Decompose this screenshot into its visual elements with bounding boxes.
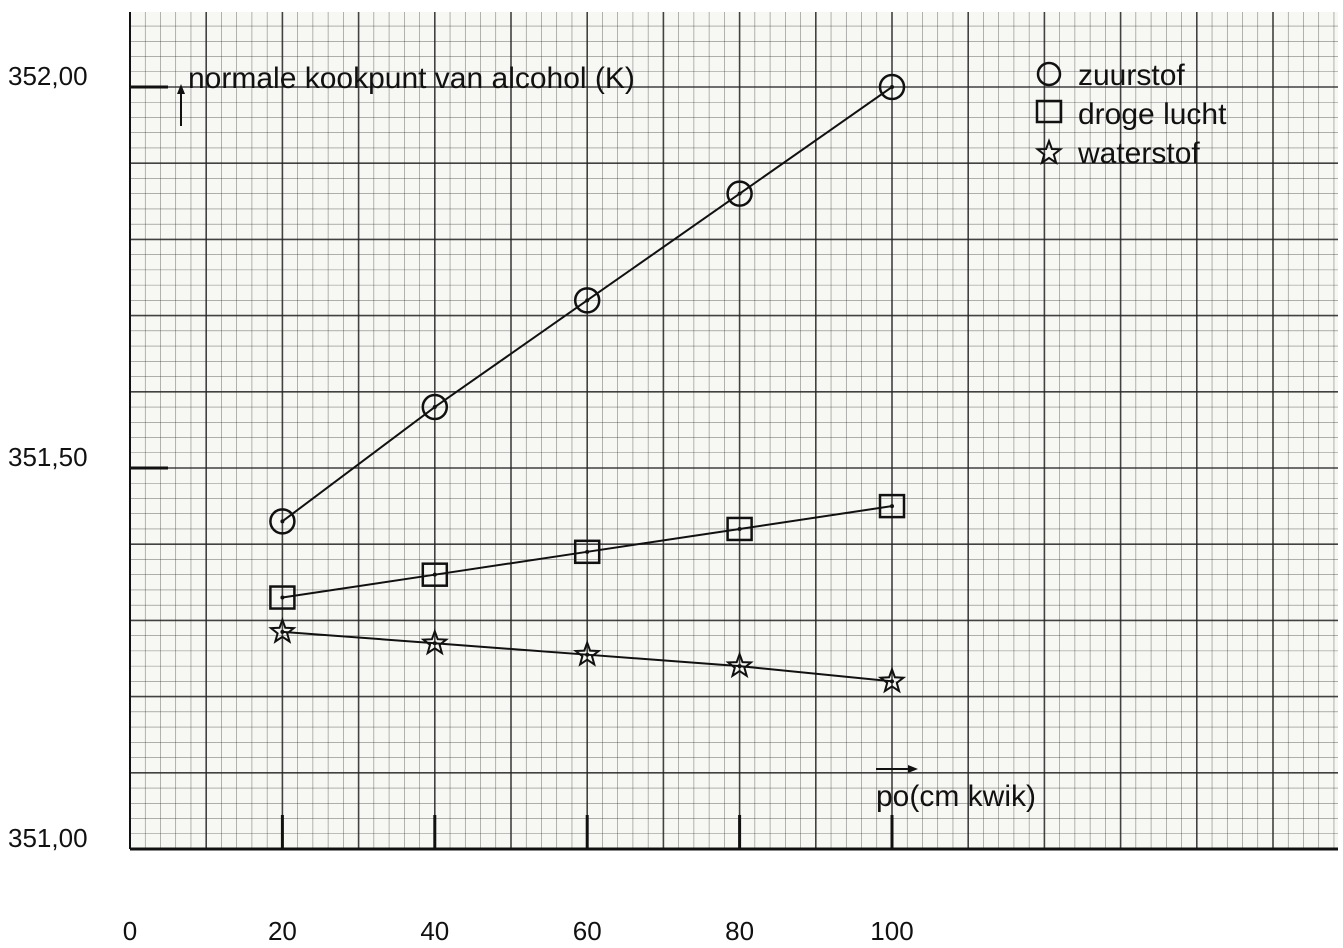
- point-waterstof: [420, 628, 449, 656]
- x-axis-arrowhead: [908, 765, 918, 773]
- point-dot-waterstof: [737, 664, 742, 669]
- legend-label-zuurstof: zuurstof: [1078, 59, 1185, 92]
- x-tick-label: 80: [725, 916, 754, 946]
- point-dot-waterstof: [890, 679, 894, 684]
- point-dot-droge-lucht: [432, 572, 437, 577]
- point-dot-zuurstof: [890, 85, 894, 89]
- y-axis-arrowhead: [177, 84, 185, 94]
- point-dot-zuurstof: [280, 519, 285, 524]
- x-tick-label: 60: [573, 916, 602, 946]
- x-axis-label: po(cm kwik): [876, 780, 1036, 813]
- point-zuurstof: [878, 73, 906, 101]
- y-tick-label: 352,00: [8, 61, 88, 91]
- point-zuurstof: [421, 393, 449, 421]
- legend: zuurstof droge lucht waterstof: [1034, 59, 1227, 170]
- x-tick-label: 40: [420, 916, 449, 946]
- legend-label-waterstof: waterstof: [1077, 137, 1200, 170]
- grid-background: [130, 12, 1338, 849]
- y-axis-label: normale kookpunt van alcohol (K): [188, 62, 635, 95]
- point-dot-droge-lucht: [280, 595, 285, 600]
- x-tick-label: 20: [268, 916, 297, 946]
- legend-label-droge-lucht: droge lucht: [1078, 98, 1227, 131]
- point-zuurstof: [726, 180, 753, 207]
- point-waterstof: [573, 639, 602, 667]
- point-dot-droge-lucht: [585, 549, 590, 554]
- x-tick-label: 0: [123, 916, 137, 946]
- grid: [129, 12, 1338, 850]
- y-tick-label: 351,50: [8, 442, 88, 472]
- point-waterstof: [268, 616, 297, 644]
- point-zuurstof: [573, 287, 601, 314]
- point-zuurstof: [269, 508, 296, 535]
- point-dot-zuurstof: [737, 191, 742, 196]
- point-dot-zuurstof: [432, 405, 437, 410]
- point-droge-lucht: [269, 585, 296, 610]
- legend-star-icon: [1034, 138, 1064, 166]
- series-markers: [268, 73, 907, 694]
- point-dot-zuurstof: [585, 298, 590, 303]
- point-dot-waterstof: [432, 641, 437, 646]
- legend-square-icon: [1035, 99, 1063, 124]
- x-tick-label: 100: [870, 916, 913, 946]
- tick-labels: 0 20 40 60 80 100 351,00 351,50 352,00: [8, 61, 914, 946]
- point-droge-lucht: [573, 539, 601, 565]
- point-waterstof: [877, 666, 907, 694]
- point-droge-lucht: [878, 493, 906, 519]
- point-droge-lucht: [726, 516, 753, 542]
- legend-circle-icon: [1036, 61, 1062, 87]
- point-dot-droge-lucht: [737, 526, 742, 531]
- point-waterstof: [725, 651, 754, 679]
- axes: [129, 12, 1338, 851]
- point-droge-lucht: [421, 562, 449, 587]
- y-tick-label: 351,00: [8, 823, 88, 853]
- point-dot-waterstof: [585, 652, 590, 657]
- point-dot-droge-lucht: [890, 504, 894, 509]
- point-dot-waterstof: [280, 629, 285, 634]
